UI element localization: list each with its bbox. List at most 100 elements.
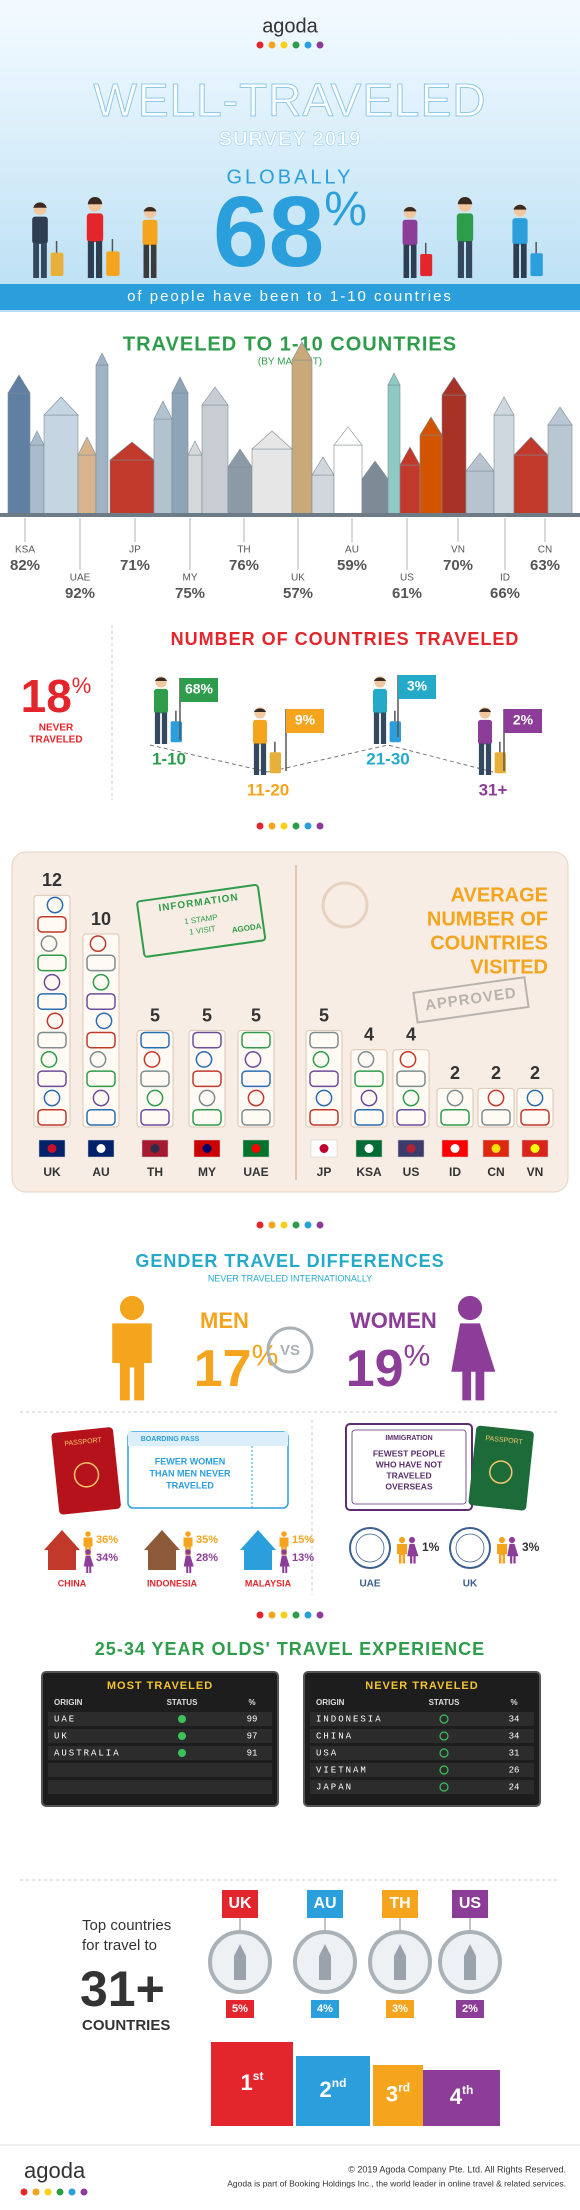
skyline-roof <box>291 341 313 361</box>
market-value: 71% <box>120 557 150 574</box>
never-traveled-figure-unit: % <box>72 673 92 698</box>
skyline-building <box>547 424 573 516</box>
men-share: 15% <box>292 1534 314 1546</box>
stamp-stack <box>237 1030 275 1128</box>
landmark-icon <box>464 1944 476 1980</box>
board-origin: UK <box>54 1731 69 1741</box>
skyline-roof <box>333 426 363 446</box>
skyline-roof <box>43 396 79 416</box>
figure-hair <box>403 207 417 212</box>
country-flag-emblem <box>530 1144 540 1153</box>
arrival-stamp <box>349 1527 391 1569</box>
country-flag-emblem <box>364 1144 374 1153</box>
section-subtitle: NEVER TRAVELED INTERNATIONALLY <box>208 1273 372 1283</box>
passport-stamp <box>37 1108 67 1126</box>
never-traveled-label: TRAVELED <box>29 735 82 746</box>
share-tag <box>311 2000 339 2018</box>
skyline-roof <box>419 416 443 436</box>
country-name: CHINA <box>58 1578 87 1588</box>
skyline-roof <box>399 446 421 466</box>
landmark-icon <box>319 1944 331 1980</box>
country-code: VN <box>527 1165 544 1179</box>
passport-stamp <box>520 1108 550 1126</box>
skyline-building <box>77 454 97 516</box>
men-figure-number: 17 <box>194 1340 252 1398</box>
divider-dot <box>280 1611 288 1619</box>
market-value: 76% <box>229 557 259 574</box>
figure-body <box>478 719 492 745</box>
skyline-building <box>361 478 389 516</box>
passport-stamp <box>309 1070 339 1088</box>
passport-stamp <box>143 1051 161 1068</box>
info-stamp-frame <box>136 884 267 958</box>
podium-block <box>296 2056 370 2126</box>
passport-stamp <box>40 1051 58 1068</box>
step-flag <box>286 709 324 733</box>
board-pct: 24 <box>509 1782 520 1792</box>
market-code: AU <box>345 545 359 556</box>
market-value: 61% <box>392 585 422 602</box>
section-title: VISITED <box>470 956 548 978</box>
skyline-roof <box>29 430 45 446</box>
fewest-share: 1% <box>422 1540 440 1554</box>
stamp-stack <box>516 1087 554 1128</box>
figure-body <box>154 688 168 714</box>
country-name: MALAYSIA <box>245 1578 292 1588</box>
figure-leg <box>260 743 267 775</box>
stamp-stack <box>305 1030 343 1128</box>
stack-value: 5 <box>150 1005 160 1025</box>
main-title: WELL-TRAVELED <box>93 74 486 126</box>
stamp-stack <box>188 1030 226 1128</box>
skyline-roof <box>387 372 401 386</box>
board-origin: CHINA <box>316 1731 353 1741</box>
passport-stamp <box>487 1089 505 1107</box>
top-intro: Top countries <box>82 1917 171 1934</box>
divider-dot <box>256 1611 264 1619</box>
skyline-roof <box>465 452 495 472</box>
passport-stamp <box>354 1108 384 1126</box>
passport-stamp <box>195 1051 213 1068</box>
info-stamp-brand: AGODA <box>231 922 262 935</box>
skyline-roof <box>227 448 253 468</box>
country-tag <box>222 1890 258 1918</box>
divider-dot <box>256 41 264 49</box>
passport-stamp <box>526 1089 544 1107</box>
immigration-note: TRAVELED <box>386 1470 431 1480</box>
board-status <box>178 1732 186 1740</box>
board-title: MOST TRAVELED <box>107 1680 213 1692</box>
board-pct: 26 <box>509 1765 520 1775</box>
immigration-note: FEWEST PEOPLE <box>373 1448 446 1458</box>
figure-leg <box>161 712 168 744</box>
traveler-figure <box>154 676 182 744</box>
headline-figure: 68% <box>213 176 367 288</box>
passport-cover <box>468 1425 534 1511</box>
divider-dot <box>56 2188 64 2196</box>
man-mini-icon <box>496 1536 508 1564</box>
board-row <box>48 1763 272 1777</box>
arrival-stamp-inner <box>455 1533 485 1563</box>
stamp-stack <box>33 894 71 1128</box>
skyline-roof <box>187 440 203 456</box>
passport-stamp <box>140 1108 170 1126</box>
passport-stamp <box>140 1031 170 1049</box>
divider-dot <box>280 1221 288 1229</box>
country-flag-emblem <box>47 1144 57 1153</box>
board-origin: JAPAN <box>316 1782 353 1792</box>
boarding-pass-note: FEWER WOMEN <box>155 1456 226 1466</box>
passport-cover <box>51 1427 121 1515</box>
passport-stamp <box>309 1031 339 1049</box>
divider-dot <box>316 822 324 830</box>
market-value: 59% <box>337 557 367 574</box>
skyline-roof <box>109 441 155 461</box>
passport-stamp <box>37 993 67 1010</box>
passport-stamp <box>86 993 116 1010</box>
passport-stamp <box>86 1070 116 1088</box>
arrival-stamp <box>449 1527 491 1569</box>
section-title: NUMBER OF COUNTRIES TRAVELED <box>171 629 520 649</box>
country-code: US <box>459 1895 482 1912</box>
country-flag-emblem <box>406 1144 416 1153</box>
country-share: 3% <box>392 2003 408 2015</box>
skyline-roof <box>171 376 189 394</box>
market-code: UK <box>291 573 305 584</box>
market-code: CN <box>538 545 552 556</box>
